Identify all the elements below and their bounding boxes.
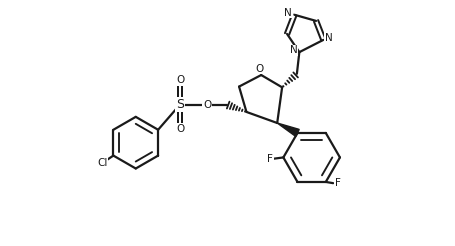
Text: N: N — [284, 8, 292, 18]
Text: S: S — [176, 98, 184, 111]
Text: Cl: Cl — [96, 158, 107, 168]
Text: N: N — [289, 45, 297, 55]
Text: N: N — [324, 33, 332, 43]
Polygon shape — [277, 123, 298, 137]
Text: O: O — [176, 124, 184, 134]
Text: F: F — [334, 178, 340, 188]
Text: O: O — [202, 100, 211, 109]
Text: O: O — [255, 64, 263, 74]
Text: F: F — [267, 154, 273, 164]
Text: O: O — [176, 76, 184, 85]
